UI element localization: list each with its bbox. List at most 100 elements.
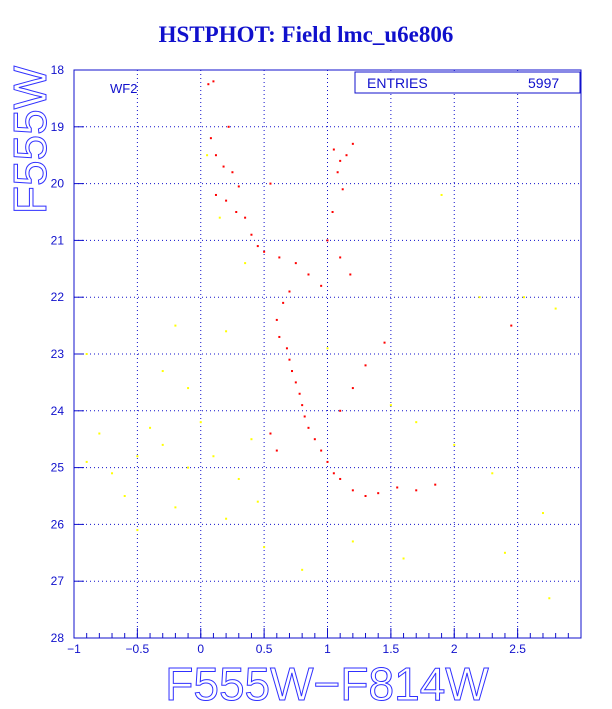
data-point xyxy=(332,148,335,151)
y-tick-label: 26 xyxy=(51,517,65,531)
data-point xyxy=(282,301,285,304)
y-tick-label: 22 xyxy=(51,290,65,304)
data-point xyxy=(161,370,164,373)
data-point xyxy=(98,432,101,435)
panel-label: WF2 xyxy=(110,81,137,96)
data-point xyxy=(434,483,437,486)
data-point xyxy=(320,449,323,452)
y-tick-label: 21 xyxy=(51,233,65,247)
data-point xyxy=(351,142,354,145)
data-point xyxy=(244,216,247,219)
data-point xyxy=(225,199,228,202)
data-point xyxy=(548,597,551,600)
data-point xyxy=(301,568,304,571)
data-point xyxy=(383,341,386,344)
data-point xyxy=(161,443,164,446)
data-point xyxy=(396,486,399,489)
data-point xyxy=(250,438,253,441)
data-point xyxy=(269,432,272,435)
data-point xyxy=(294,381,297,384)
data-point xyxy=(85,353,88,355)
data-point xyxy=(206,154,209,157)
data-point xyxy=(307,426,310,429)
data-point xyxy=(510,324,513,327)
x-tick-label: 1.5 xyxy=(383,642,400,656)
x-tick-label: −1 xyxy=(67,642,81,656)
data-point xyxy=(326,460,329,463)
data-point xyxy=(269,182,272,185)
grid xyxy=(74,70,581,638)
data-point xyxy=(278,256,281,259)
data-point xyxy=(231,171,234,174)
data-points xyxy=(85,80,557,600)
data-point xyxy=(345,154,348,157)
data-point xyxy=(503,551,506,554)
data-point xyxy=(212,80,215,83)
data-point xyxy=(326,347,329,350)
data-point xyxy=(288,358,291,361)
data-point xyxy=(149,426,152,429)
data-point xyxy=(207,83,210,86)
data-point xyxy=(339,159,342,162)
data-point xyxy=(187,466,190,469)
data-point xyxy=(554,307,557,310)
data-point xyxy=(237,185,240,188)
data-point xyxy=(187,387,190,390)
stats-entries-label: ENTRIES xyxy=(367,75,428,91)
data-point xyxy=(235,211,238,213)
data-point xyxy=(218,216,221,219)
data-point xyxy=(111,472,114,475)
axis-ticks xyxy=(73,69,582,639)
data-point xyxy=(303,415,306,418)
data-point xyxy=(212,455,215,458)
y-axis-label: F555W xyxy=(4,65,56,214)
data-point xyxy=(478,296,481,299)
data-point xyxy=(389,404,392,407)
data-point xyxy=(225,330,228,333)
data-point xyxy=(377,492,380,495)
x-tick-label: 2.5 xyxy=(509,642,526,656)
data-point xyxy=(209,137,212,140)
y-tick-label: 28 xyxy=(51,631,65,645)
data-point xyxy=(440,193,443,196)
data-point xyxy=(298,392,301,395)
data-point xyxy=(364,495,367,497)
data-point xyxy=(294,262,297,265)
x-tick-labels: −1 −0.5 0 0.5 1 1.5 2 2.5 xyxy=(67,642,526,656)
y-tick-labels: 18 19 20 21 22 23 24 25 26 27 28 xyxy=(51,63,65,645)
data-point xyxy=(491,472,494,475)
data-point xyxy=(263,250,266,253)
x-tick-label: 2 xyxy=(451,642,458,656)
data-point xyxy=(256,245,259,248)
y-tick-label: 19 xyxy=(51,120,65,134)
data-point xyxy=(326,239,329,242)
data-point xyxy=(339,409,342,412)
data-point xyxy=(541,512,544,515)
data-point xyxy=(313,438,316,441)
data-point xyxy=(250,233,253,236)
x-tick-label: −0.5 xyxy=(126,642,150,656)
y-tick-label: 27 xyxy=(51,574,65,588)
data-point xyxy=(351,387,354,390)
data-point xyxy=(364,364,367,367)
data-point xyxy=(402,557,405,560)
data-point xyxy=(214,154,217,157)
data-point xyxy=(85,460,88,463)
data-point xyxy=(275,449,278,452)
y-tick-label: 24 xyxy=(51,404,65,418)
data-point xyxy=(331,211,334,213)
data-point xyxy=(339,256,342,259)
y-tick-label: 20 xyxy=(51,177,65,191)
data-point xyxy=(222,165,225,168)
data-point xyxy=(237,477,240,480)
data-point xyxy=(336,171,339,174)
data-point xyxy=(174,324,177,327)
data-point xyxy=(288,290,291,293)
data-point xyxy=(291,370,294,373)
data-point xyxy=(174,506,177,509)
data-point xyxy=(332,472,335,475)
data-point xyxy=(275,318,278,321)
data-point xyxy=(351,489,354,492)
